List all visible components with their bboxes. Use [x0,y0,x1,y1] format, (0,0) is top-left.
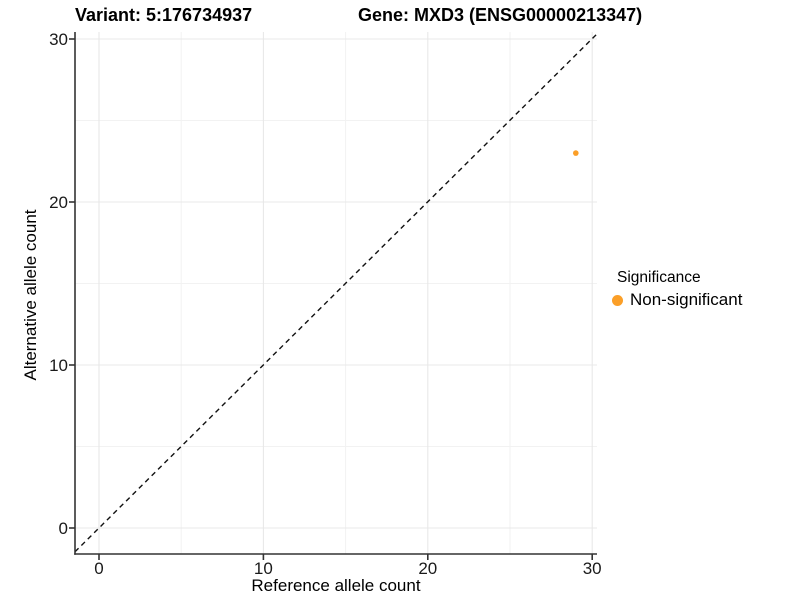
x-axis-label: Reference allele count [251,576,421,595]
x-tick-label: 0 [94,559,104,578]
y-tick-label: 20 [49,192,68,212]
y-tick-label: 0 [58,518,68,538]
gridlines-minor [75,32,597,554]
identity-reference-line [74,33,598,553]
legend-item-non-significant: Non-significant [612,290,742,310]
legend: Significance Non-significant [612,268,742,310]
x-tick-label: 10 [253,559,273,578]
x-tick-label: 20 [418,559,438,578]
plot-title-gene: Gene: MXD3 (ENSG00000213347) [358,5,643,25]
data-point [573,150,579,156]
x-tick-label: 30 [582,559,602,578]
legend-marker-circle-icon [612,294,623,306]
y-tick-label: 30 [49,29,68,49]
gridlines-major [75,32,597,554]
y-tick-label: 10 [49,355,68,375]
legend-title: Significance [617,269,701,286]
axes [69,32,597,560]
legend-item-label: Non-significant [630,290,743,309]
plot-title-variant: Variant: 5:176734937 [75,5,253,25]
y-axis-label: Alternative allele count [21,209,40,381]
